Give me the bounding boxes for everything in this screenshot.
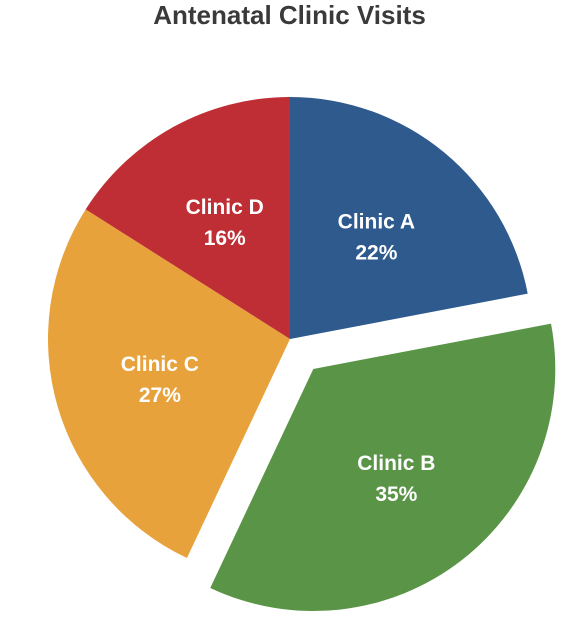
slice-label-clinic-d: Clinic D 16% [186,196,264,250]
slice-clinic-a [290,97,528,339]
pie-slices [48,97,556,612]
slice-value-clinic-a: 22% [355,242,397,265]
slice-name-clinic-d: Clinic D [186,196,264,219]
chart-title: Antenatal Clinic Visits [153,0,426,30]
slice-label-clinic-b: Clinic B 35% [357,452,435,506]
pie-labels: Clinic A 22%Clinic B 35%Clinic C 27%Clinic … [121,196,436,506]
slice-label-clinic-c: Clinic C 27% [121,353,199,407]
slice-clinic-b [210,323,556,612]
slice-name-clinic-a: Clinic A [338,211,415,234]
slice-name-clinic-b: Clinic B [357,452,435,475]
slice-label-clinic-a: Clinic A 22% [338,211,415,265]
slice-name-clinic-c: Clinic C [121,353,199,376]
slice-value-clinic-c: 27% [139,384,181,407]
slice-value-clinic-d: 16% [204,227,246,250]
slice-value-clinic-b: 35% [375,483,417,506]
slice-clinic-d [85,97,291,339]
slice-clinic-c [48,209,290,558]
